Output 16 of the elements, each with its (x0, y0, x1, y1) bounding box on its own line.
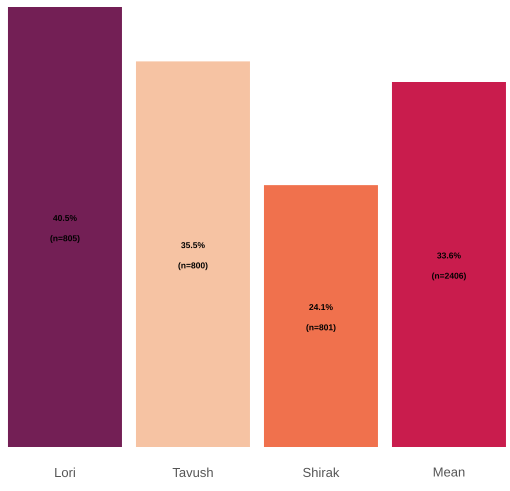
annotation: (n=801) (306, 324, 336, 332)
annotation: (n=805) (50, 235, 80, 243)
x-tick-label: Shirak (303, 468, 340, 478)
x-tick-label: Mean (434, 468, 464, 477)
annotation: (n=800) (178, 262, 208, 270)
data-label: 35.5% (181, 242, 205, 248)
bar (392, 82, 506, 447)
data-label: 24.1% (309, 304, 333, 310)
x-tick-label: Lori (55, 468, 75, 478)
bar (264, 185, 378, 447)
data-label: 40.5% (53, 214, 77, 222)
x-tick-label: Tavush (172, 468, 213, 478)
bar (136, 61, 250, 447)
annotation: (n=2406) (432, 272, 466, 280)
data-label: 33.6% (437, 252, 461, 258)
bar (8, 6, 122, 447)
